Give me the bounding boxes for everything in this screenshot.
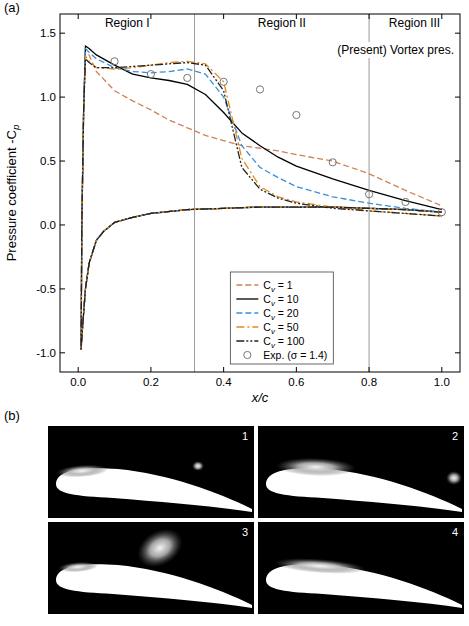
x-tick xyxy=(441,14,442,19)
legend-line xyxy=(236,340,258,341)
snapshot-label: 1 xyxy=(242,430,248,442)
exp-point xyxy=(184,74,191,81)
panel-label: (b) xyxy=(4,408,20,423)
y-tick-label: 1.0 xyxy=(40,91,56,103)
x-tick-label: 0.4 xyxy=(216,376,233,388)
legend-label: Cv = 100 xyxy=(263,335,304,350)
legend-label: Exp. (σ = 1.4) xyxy=(263,349,327,361)
y-tick xyxy=(455,161,460,162)
x-tick-label: 1.0 xyxy=(434,376,450,388)
exp-point xyxy=(438,209,445,216)
y-tick-label: 0.5 xyxy=(40,155,56,167)
cavity xyxy=(446,471,462,485)
y-tick-label: -0.5 xyxy=(36,283,56,295)
region-label: Region III xyxy=(389,16,440,30)
plot-data xyxy=(81,46,445,349)
y-tick xyxy=(455,33,460,34)
exp-point xyxy=(402,198,409,205)
x-tick xyxy=(78,367,79,372)
region-label: Region I xyxy=(105,16,150,30)
x-tick xyxy=(369,367,370,372)
exp-point xyxy=(256,86,263,93)
x-tick-label: 0.6 xyxy=(288,376,304,388)
legend-box xyxy=(230,272,333,364)
x-tick xyxy=(296,367,297,372)
exp-point xyxy=(111,58,118,65)
y-tick xyxy=(455,224,460,225)
y-tick xyxy=(60,224,65,225)
x-tick xyxy=(78,14,79,19)
plot-frame xyxy=(60,14,460,372)
region-label: Region II xyxy=(258,16,306,30)
x-tick xyxy=(369,14,370,19)
x-tick xyxy=(223,367,224,372)
x-tick-label: 0.8 xyxy=(361,376,377,388)
x-axis-title: x/c xyxy=(251,390,269,405)
cavity xyxy=(131,521,190,574)
y-tick xyxy=(455,352,460,353)
annotation: (Present) Vortex pres. xyxy=(337,43,454,57)
snapshot-ground xyxy=(48,426,254,518)
x-tick-label: 0.0 xyxy=(70,376,86,388)
y-axis-title: Pressure coefficient -Cp xyxy=(4,124,21,261)
snapshot-label: 2 xyxy=(452,430,458,442)
y-tick xyxy=(60,288,65,289)
exp-point xyxy=(147,70,154,77)
x-tick xyxy=(150,367,151,372)
y-tick-label: 1.5 xyxy=(40,27,56,39)
legend-line xyxy=(236,312,258,313)
snapshot: 2 xyxy=(258,426,464,518)
y-tick xyxy=(60,97,65,98)
cavity xyxy=(192,461,204,471)
snapshot: 4 xyxy=(258,522,464,614)
legend-label: Cv = 50 xyxy=(263,321,298,336)
exp-point xyxy=(365,191,372,198)
exp-point xyxy=(220,78,227,85)
legend-line xyxy=(236,284,258,285)
x-tick xyxy=(296,14,297,19)
cavity xyxy=(274,556,367,576)
legend-label: Cv = 1 xyxy=(263,279,292,294)
snapshot-ground xyxy=(258,426,464,518)
snapshot: 1 xyxy=(48,426,254,518)
cavity xyxy=(56,463,109,479)
snapshot-ground xyxy=(258,522,464,614)
legend-line xyxy=(236,326,258,327)
x-tick xyxy=(223,14,224,19)
x-tick xyxy=(441,367,442,372)
y-tick-label: 0.0 xyxy=(40,219,56,231)
snapshot-ground xyxy=(48,522,254,614)
legend-label: Cv = 10 xyxy=(263,293,298,308)
cavity xyxy=(58,561,99,574)
legend-line xyxy=(236,298,258,299)
y-tick xyxy=(60,352,65,353)
annotation-group: (Present) Vortex pres. xyxy=(335,42,456,58)
legend: Cv = 1Cv = 10Cv = 20Cv = 50Cv = 100Exp. … xyxy=(230,272,333,364)
region-boundary xyxy=(369,14,370,372)
y-tick-label: -1.0 xyxy=(36,347,56,359)
cavity xyxy=(276,457,357,478)
y-tick xyxy=(60,33,65,34)
hydrofoil xyxy=(266,468,462,512)
x-tick-label: 0.2 xyxy=(143,376,159,388)
snapshot: 3 xyxy=(48,521,254,614)
legend-label: Cv = 20 xyxy=(263,307,298,322)
panel-label: (a) xyxy=(4,0,20,15)
exp-point xyxy=(293,111,300,118)
figure: (a) Region I Region II Region III 0.0 0.2 0.4 0… xyxy=(0,0,469,626)
y-tick xyxy=(60,161,65,162)
y-tick xyxy=(455,97,460,98)
snapshot-label: 4 xyxy=(452,526,458,538)
region-boundary xyxy=(194,14,195,372)
x-tick xyxy=(150,14,151,19)
y-tick xyxy=(455,288,460,289)
exp-point xyxy=(329,159,336,166)
legend-marker xyxy=(244,351,251,358)
snapshot-label: 3 xyxy=(242,526,248,538)
annotation-patch xyxy=(335,42,456,58)
